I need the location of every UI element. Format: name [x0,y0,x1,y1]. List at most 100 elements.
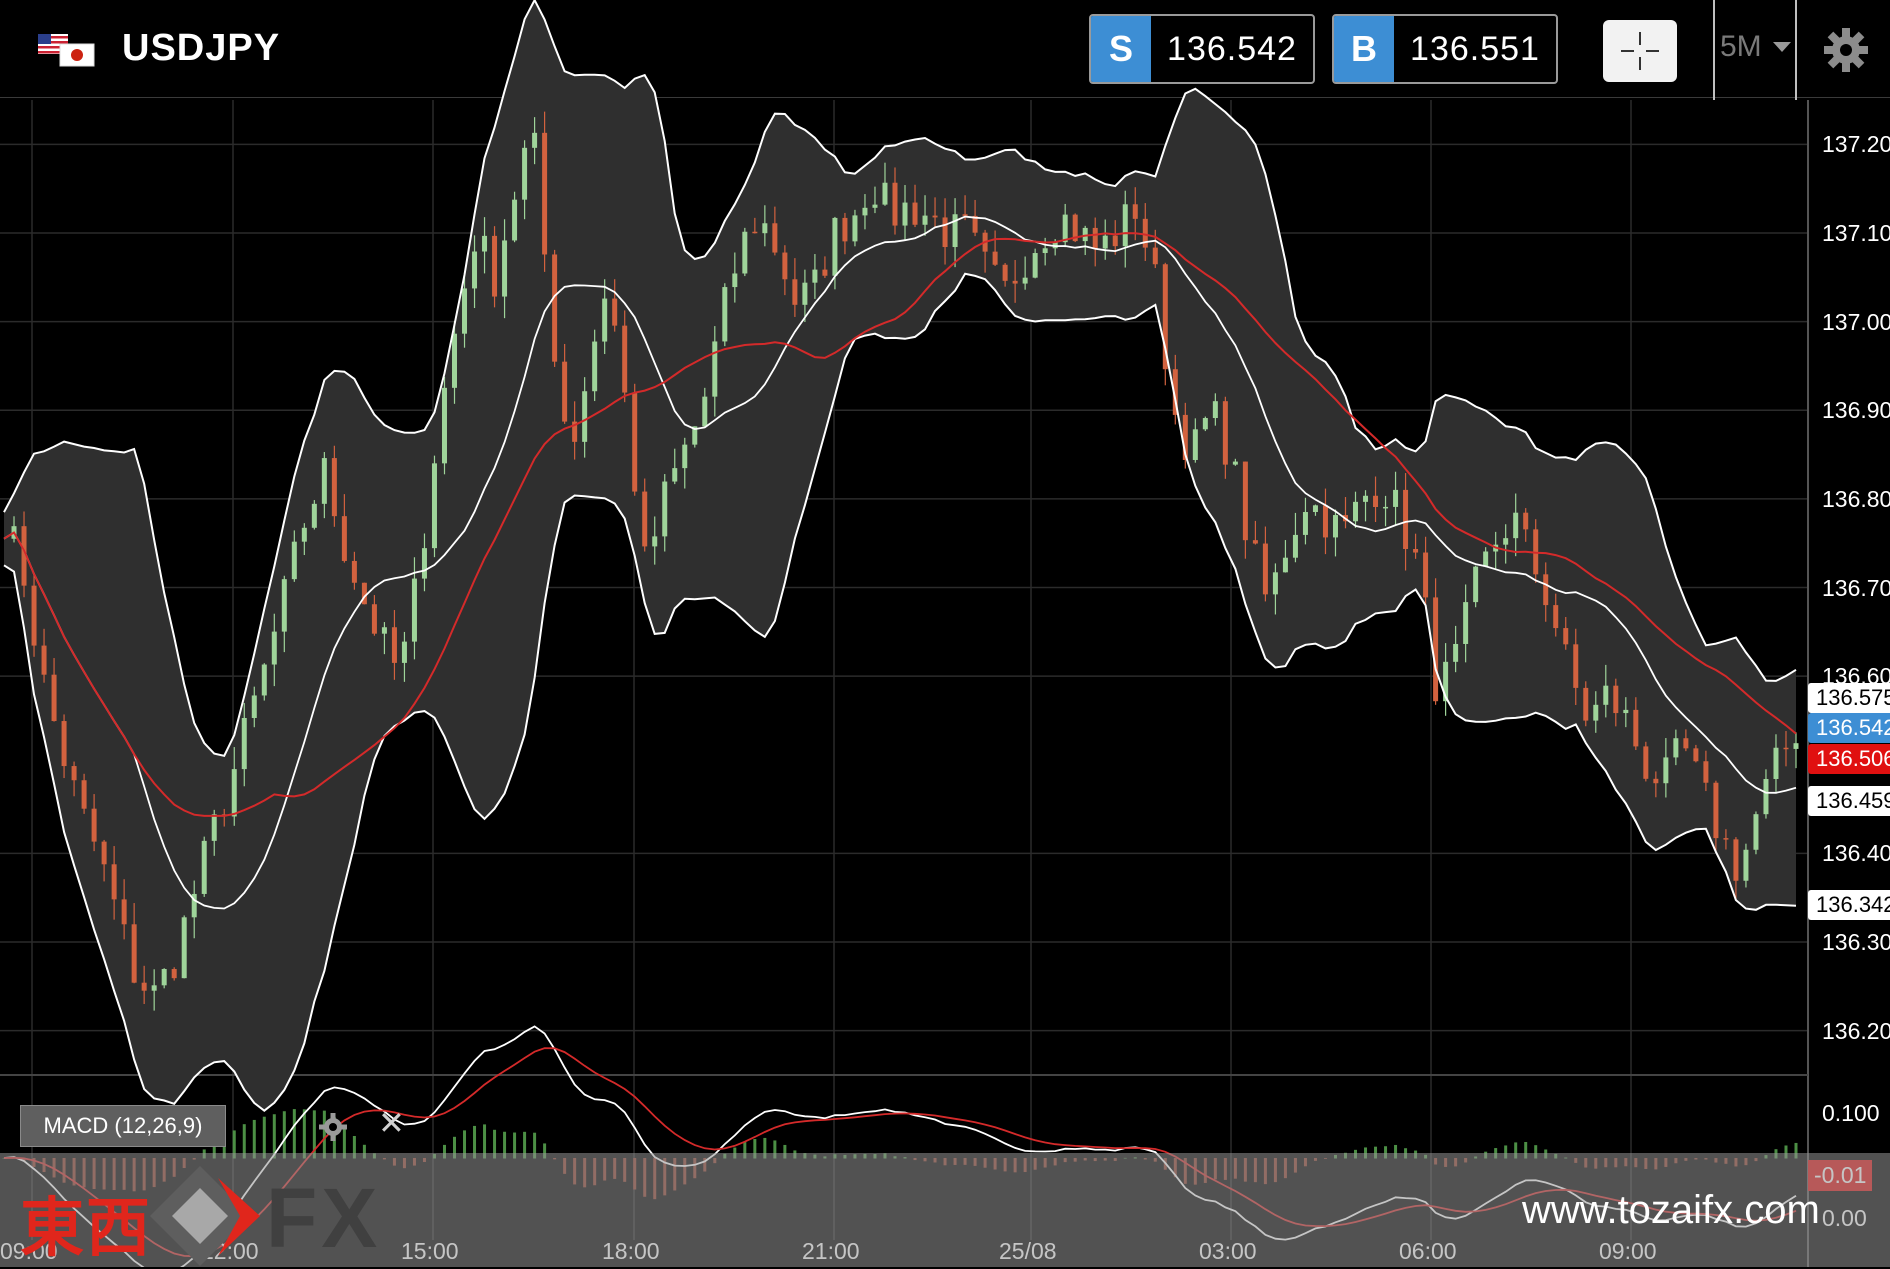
candle-body [792,279,798,305]
candle-body [1282,557,1288,573]
watermark-logo-fx: FX [266,1171,382,1265]
sell-tag: S [1091,16,1151,82]
candle-body [1162,264,1168,370]
candle-body [1002,264,1008,281]
candle-body [1423,552,1429,598]
candle-body [101,841,107,865]
candle-body [1393,489,1399,507]
candle-body [922,215,928,225]
candle-body [351,560,357,583]
close-icon[interactable]: ✕ [378,1105,405,1141]
candle-body [812,269,818,283]
buy-button[interactable]: B 136.551 [1332,14,1558,84]
candle-body [1112,235,1118,247]
candle-body [1583,687,1589,721]
sell-button[interactable]: S 136.542 [1089,14,1315,84]
candle-body [1032,253,1038,278]
candle-body [882,182,888,205]
candle-body [1683,738,1689,749]
candle-body [1262,543,1268,595]
macd-label[interactable]: MACD (12,26,9) [20,1105,226,1147]
candle-body [281,579,287,632]
candle-body [1453,643,1459,662]
candle-body [401,641,407,663]
candle-body [1252,540,1258,544]
bollinger-bands [4,0,1796,1111]
candle-body [331,458,337,517]
candle-body [992,251,998,265]
candle-body [1322,505,1328,538]
candle-body [892,182,898,226]
candle-body [1673,738,1679,758]
candle-body [1012,280,1018,284]
candle-body [1232,461,1238,465]
candle-body [1192,429,1198,460]
candle-body [682,444,688,469]
macd-histogram-bar [212,1141,216,1159]
gear-icon[interactable] [318,1112,348,1142]
macd-histogram-bar [252,1119,256,1159]
price-tick-label: 136.900 [1822,397,1890,424]
candle-body [562,361,568,422]
macd-histogram-bar [1384,1146,1388,1159]
candle-body [141,982,147,991]
bollinger-fill [4,0,1796,1111]
candle-body [702,396,708,427]
macd-histogram-bar [322,1110,326,1159]
candle-body [151,985,157,991]
macd-histogram-bar [513,1132,517,1159]
candle-body [1713,782,1719,839]
candle-body [692,426,698,445]
candle-body [1242,461,1248,541]
candle-body [111,864,117,900]
symbol-label[interactable]: USDJPY [122,27,281,69]
crosshair-button[interactable] [1603,20,1677,82]
candle-body [1653,778,1659,784]
candle-body [231,769,237,817]
price-tick-label: 137.000 [1822,308,1890,335]
candle-body [431,463,437,549]
candle-body [1042,248,1048,254]
candle-body [842,217,848,242]
macd-histogram-bar [292,1109,296,1159]
candle-body [552,254,558,362]
macd-histogram-bar [763,1137,767,1159]
candle-body [772,223,778,253]
candle-body [1753,814,1759,850]
bollinger-mid-line [3,215,1797,910]
candle-body [652,536,658,547]
candle-body [1142,218,1148,248]
candle-body [752,231,758,234]
candle-body [1202,418,1208,430]
candle-body [1403,489,1409,549]
candle-body [1553,605,1559,629]
candle-body [572,421,578,442]
candle-body [1353,501,1359,522]
candle-body [472,251,478,289]
candle-body [1513,512,1519,539]
candle-body [1703,761,1709,783]
macd-histogram-bar [543,1143,547,1159]
timeframe-selector[interactable]: 5M [1720,30,1762,63]
candle-body [131,924,137,983]
macd-histogram-bar [282,1111,286,1159]
candle-body [1443,661,1449,702]
candle-body [452,333,458,388]
candle-body [932,215,938,218]
macd-histogram-bar [1394,1144,1398,1159]
candle-body [81,780,87,809]
candle-body [1463,602,1469,644]
candle-body [1022,277,1028,284]
candle-body [1723,838,1729,840]
candle-body [1062,214,1068,243]
macd-histogram-bar [473,1125,477,1159]
candle-body [1523,512,1529,530]
candle-body [201,840,207,894]
chevron-down-icon[interactable] [1773,42,1791,52]
candle-body [532,132,538,148]
macd-histogram-bar [1514,1142,1518,1159]
gear-icon[interactable] [1822,26,1870,74]
macd-histogram-bar [783,1144,787,1159]
candle-body [672,468,678,482]
